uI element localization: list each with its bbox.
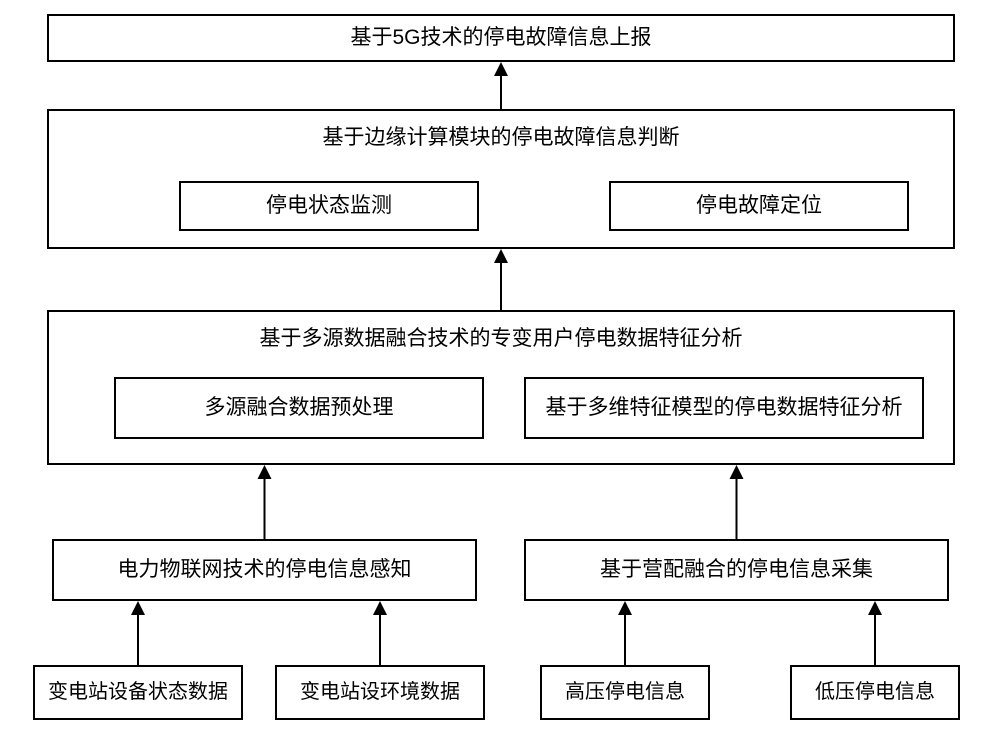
- node-label: 停电故障定位: [696, 193, 822, 219]
- node-label: 停电状态监测: [266, 193, 392, 219]
- node-multisource-fusion: 基于多源数据融合技术的专变用户停电数据特征分析 多源融合数据预处理 基于多维特征…: [47, 310, 955, 465]
- node-label: 基于营配融合的停电信息采集: [600, 557, 873, 583]
- node-label: 基于多维特征模型的停电数据特征分析: [546, 395, 903, 421]
- node-feature-analysis: 基于多维特征模型的停电数据特征分析: [524, 377, 924, 439]
- node-fault-locate: 停电故障定位: [609, 181, 909, 231]
- node-label: 变电站设环境数据: [300, 680, 460, 705]
- node-power-iot-sense: 电力物联网技术的停电信息感知: [52, 539, 477, 601]
- node-substation-device-data: 变电站设备状态数据: [33, 665, 243, 720]
- node-preprocess: 多源融合数据预处理: [114, 377, 484, 439]
- node-title: 基于多源数据融合技术的专变用户停电数据特征分析: [49, 326, 953, 352]
- node-edge-compute: 基于边缘计算模块的停电故障信息判断 停电状态监测 停电故障定位: [47, 109, 955, 249]
- node-outage-monitor: 停电状态监测: [179, 181, 479, 231]
- node-outage-collect: 基于营配融合的停电信息采集: [524, 539, 949, 601]
- node-low-voltage-info: 低压停电信息: [790, 665, 960, 720]
- node-label: 电力物联网技术的停电信息感知: [118, 557, 412, 583]
- node-high-voltage-info: 高压停电信息: [540, 665, 710, 720]
- node-label: 基于5G技术的停电故障信息上报: [350, 25, 651, 51]
- node-label: 多源融合数据预处理: [205, 395, 394, 421]
- node-5g-report: 基于5G技术的停电故障信息上报: [47, 14, 955, 62]
- node-title: 基于边缘计算模块的停电故障信息判断: [49, 125, 953, 151]
- node-label: 低压停电信息: [815, 680, 935, 705]
- node-substation-env-data: 变电站设环境数据: [275, 665, 485, 720]
- node-label: 变电站设备状态数据: [48, 680, 228, 705]
- node-label: 高压停电信息: [565, 680, 685, 705]
